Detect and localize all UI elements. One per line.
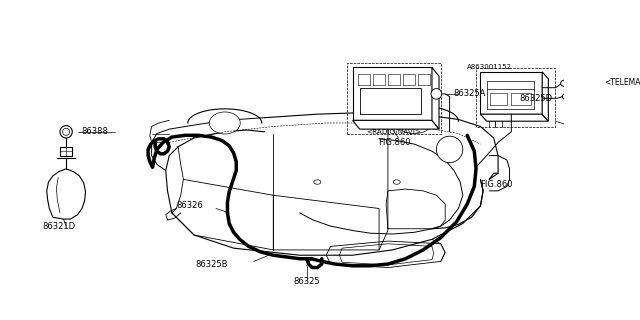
Text: 86325B: 86325B bbox=[196, 260, 228, 268]
Ellipse shape bbox=[563, 93, 570, 100]
Polygon shape bbox=[481, 72, 542, 114]
Ellipse shape bbox=[431, 89, 442, 99]
Text: <TELEMA>: <TELEMA> bbox=[604, 78, 640, 87]
Polygon shape bbox=[353, 120, 439, 129]
Text: FIG.860: FIG.860 bbox=[378, 138, 410, 147]
Text: <RADIO/NAVI>: <RADIO/NAVI> bbox=[367, 129, 422, 135]
Ellipse shape bbox=[314, 180, 321, 184]
Polygon shape bbox=[481, 114, 548, 121]
Ellipse shape bbox=[561, 80, 568, 86]
Text: 86325A: 86325A bbox=[453, 89, 486, 98]
Text: FIG.860: FIG.860 bbox=[481, 180, 513, 189]
Polygon shape bbox=[47, 169, 86, 219]
Polygon shape bbox=[432, 68, 439, 129]
Polygon shape bbox=[542, 72, 548, 121]
Polygon shape bbox=[60, 147, 72, 156]
Text: 86388: 86388 bbox=[81, 127, 108, 136]
Ellipse shape bbox=[396, 109, 433, 133]
Text: 86325D: 86325D bbox=[519, 94, 552, 103]
Ellipse shape bbox=[393, 180, 400, 184]
Ellipse shape bbox=[436, 136, 463, 163]
Ellipse shape bbox=[209, 112, 240, 134]
Text: 86326: 86326 bbox=[176, 201, 203, 210]
Text: A863001152: A863001152 bbox=[467, 64, 512, 70]
Ellipse shape bbox=[60, 126, 72, 138]
Ellipse shape bbox=[63, 128, 70, 135]
Text: 86321D: 86321D bbox=[42, 222, 76, 231]
Text: 86325: 86325 bbox=[294, 277, 320, 286]
Polygon shape bbox=[353, 68, 432, 120]
